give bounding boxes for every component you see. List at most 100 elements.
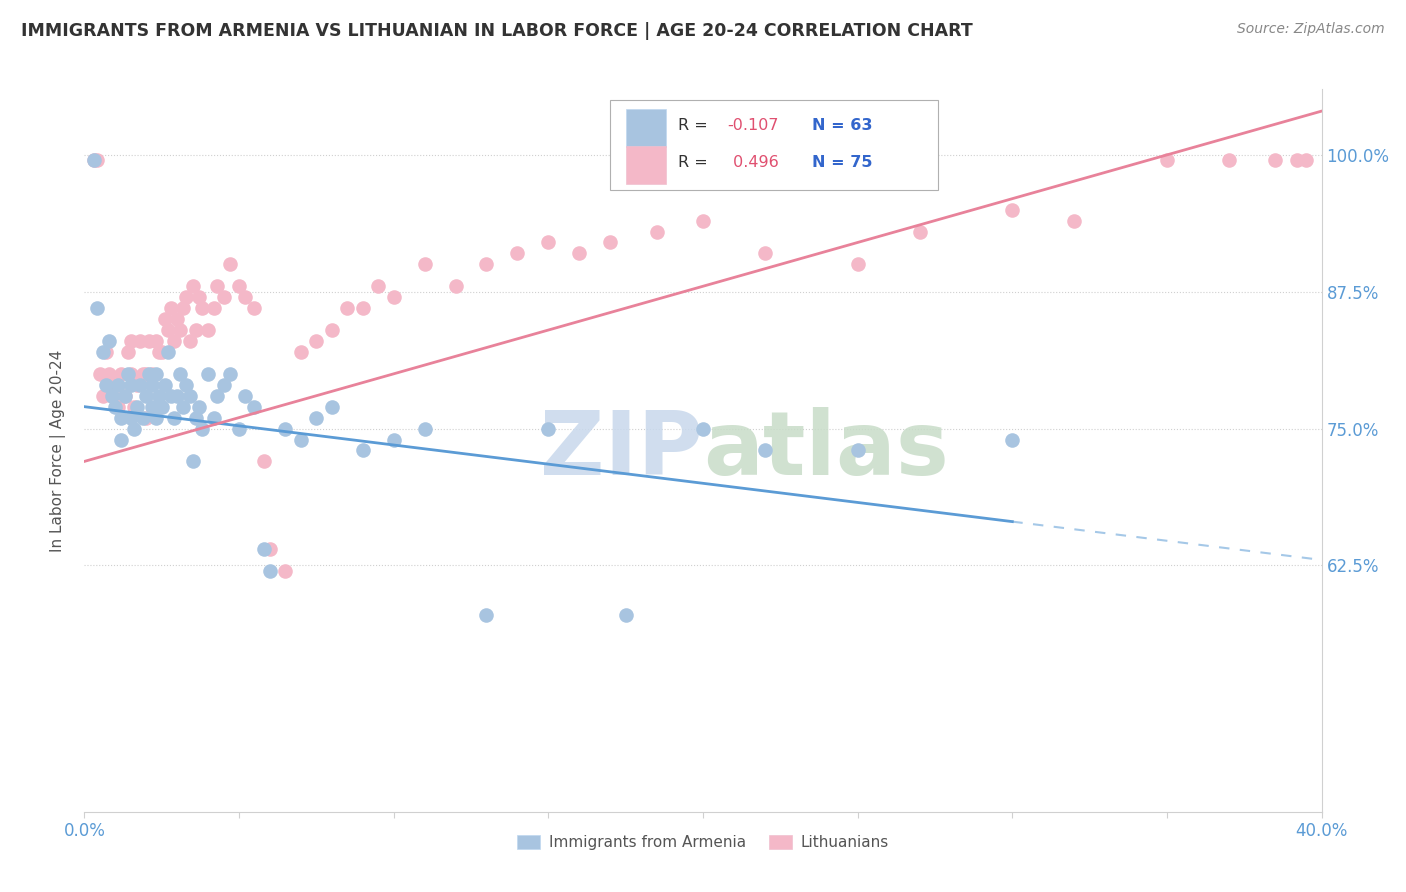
Point — [218, 367, 240, 381]
Point — [98, 334, 121, 348]
Point — [184, 410, 207, 425]
Point — [166, 312, 188, 326]
Point — [176, 290, 198, 304]
Point — [233, 290, 256, 304]
Point — [135, 389, 157, 403]
Point — [91, 345, 114, 359]
Point — [166, 389, 188, 403]
Point — [148, 389, 170, 403]
Point — [86, 153, 108, 168]
Point — [110, 367, 132, 381]
Point — [160, 389, 183, 403]
Point — [145, 410, 167, 425]
Point — [336, 301, 359, 315]
Point — [202, 410, 225, 425]
Point — [114, 389, 136, 403]
Text: atlas: atlas — [703, 407, 949, 494]
Point — [754, 443, 776, 458]
Point — [101, 389, 124, 403]
Point — [122, 421, 145, 435]
Point — [110, 433, 132, 447]
Point — [846, 443, 869, 458]
Point — [1285, 153, 1308, 168]
Point — [179, 389, 201, 403]
Point — [1218, 153, 1240, 168]
Text: R =: R = — [678, 118, 713, 133]
Point — [253, 454, 276, 468]
Point — [141, 367, 163, 381]
Point — [141, 377, 163, 392]
Point — [125, 377, 148, 392]
Point — [259, 541, 281, 556]
Point — [83, 153, 105, 168]
Point — [83, 153, 105, 168]
Point — [1156, 153, 1178, 168]
Point — [141, 400, 163, 414]
Point — [120, 367, 142, 381]
Point — [1001, 202, 1024, 217]
Point — [153, 312, 176, 326]
Point — [367, 279, 389, 293]
Point — [120, 377, 142, 392]
Text: -0.107: -0.107 — [728, 118, 779, 133]
Point — [132, 367, 155, 381]
Point — [908, 225, 931, 239]
Point — [305, 334, 328, 348]
Point — [86, 301, 108, 315]
Point — [846, 257, 869, 271]
Point — [352, 301, 374, 315]
Point — [692, 421, 714, 435]
Point — [290, 345, 312, 359]
Point — [537, 235, 560, 250]
Point — [1001, 433, 1024, 447]
Point — [259, 564, 281, 578]
Point — [138, 367, 160, 381]
Point — [645, 225, 668, 239]
Point — [352, 443, 374, 458]
Point — [125, 400, 148, 414]
Point — [191, 421, 214, 435]
Point — [568, 246, 591, 260]
Point — [382, 290, 405, 304]
Point — [94, 377, 117, 392]
Point — [233, 389, 256, 403]
Point — [120, 410, 142, 425]
Point — [212, 290, 235, 304]
Point — [150, 400, 173, 414]
Point — [253, 541, 276, 556]
Point — [184, 323, 207, 337]
Point — [94, 345, 117, 359]
Text: 0.496: 0.496 — [728, 155, 779, 170]
Point — [135, 410, 157, 425]
Point — [163, 334, 186, 348]
Point — [187, 290, 209, 304]
Point — [145, 334, 167, 348]
Point — [107, 400, 129, 414]
Point — [114, 389, 136, 403]
Point — [1295, 153, 1317, 168]
Point — [172, 400, 194, 414]
Point — [321, 323, 343, 337]
Point — [104, 377, 127, 392]
Point — [181, 279, 204, 293]
Point — [120, 334, 142, 348]
Point — [129, 377, 152, 392]
Legend: Immigrants from Armenia, Lithuanians: Immigrants from Armenia, Lithuanians — [512, 830, 894, 855]
Point — [305, 410, 328, 425]
Point — [104, 400, 127, 414]
Point — [207, 279, 229, 293]
Point — [228, 279, 250, 293]
Point — [321, 400, 343, 414]
Point — [475, 607, 498, 622]
Point — [107, 377, 129, 392]
Point — [129, 334, 152, 348]
Point — [132, 410, 155, 425]
Point — [274, 564, 297, 578]
Point — [160, 301, 183, 315]
Point — [148, 345, 170, 359]
Point — [172, 301, 194, 315]
Point — [176, 377, 198, 392]
Text: N = 63: N = 63 — [811, 118, 872, 133]
Point — [181, 454, 204, 468]
Point — [1063, 213, 1085, 227]
